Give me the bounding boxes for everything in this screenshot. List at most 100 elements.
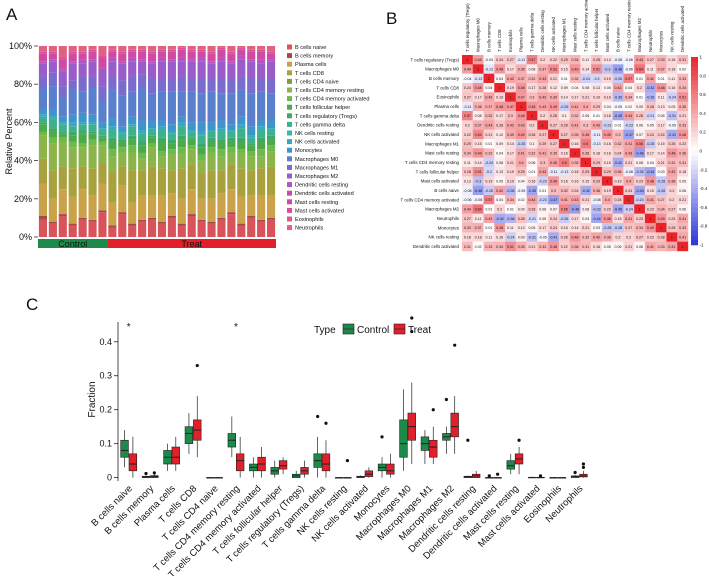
bar-segment xyxy=(187,61,196,79)
bar-segment xyxy=(187,51,196,60)
bar-segment xyxy=(257,126,266,131)
heatmap-value: 0.33 xyxy=(679,77,686,81)
bar-segment xyxy=(237,149,246,153)
heatmap-value: 0.28 xyxy=(658,236,665,240)
heatmap-cell xyxy=(634,157,646,168)
legend-swatch xyxy=(287,113,292,119)
heatmap-value: 0.2 xyxy=(540,58,545,62)
heatmap-value: 0.17 xyxy=(496,114,503,118)
bar-segment xyxy=(48,128,57,132)
box-treat xyxy=(128,453,138,472)
heatmap-cell xyxy=(612,92,624,102)
heatmap-cell xyxy=(644,111,656,121)
heatmap-value: 0.04 xyxy=(582,217,589,221)
heatmap-value: 0.01 xyxy=(561,77,568,81)
heatmap-cell xyxy=(483,213,495,224)
bar-segment xyxy=(207,141,216,148)
heatmap-cell xyxy=(655,241,667,252)
legend-gradient-segment xyxy=(691,94,698,100)
bar-segment xyxy=(177,198,186,224)
bar-segment xyxy=(167,133,176,140)
heatmap-value: -0.24 xyxy=(625,208,633,212)
legend-gradient-segment xyxy=(691,141,698,147)
heatmap-value: -0.04 xyxy=(485,58,493,62)
bar-segment xyxy=(138,74,147,89)
legend-tick-label: -0.6 xyxy=(700,205,708,210)
legend-gradient-segment xyxy=(691,151,698,156)
heatmap-value: 0.48 xyxy=(679,133,686,137)
bar-segment xyxy=(38,53,48,62)
heatmap-value: 0.2 xyxy=(669,189,674,193)
heatmap-cell xyxy=(515,232,527,242)
heatmap-cell xyxy=(591,101,603,112)
heatmap-cell xyxy=(623,232,635,242)
bar-segment xyxy=(197,57,206,62)
bar-segment xyxy=(128,91,137,117)
heatmap-cell xyxy=(515,101,527,112)
heatmap-value: -0.35 xyxy=(506,189,514,193)
bar-segment xyxy=(88,114,97,123)
heatmap-value: 0.17 xyxy=(572,217,579,221)
heatmap-cell xyxy=(666,101,678,112)
bar-segment xyxy=(217,57,226,62)
heatmap-value: 0.06 xyxy=(636,245,643,249)
heatmap-value: 1 xyxy=(628,198,630,202)
heatmap-value: 0.17 xyxy=(475,96,482,100)
heatmap-cell xyxy=(494,129,506,140)
heatmap-cell xyxy=(634,55,646,65)
bar-segment xyxy=(237,46,246,48)
bar-segment xyxy=(128,124,137,127)
heatmap-cell xyxy=(462,120,473,130)
heatmap-value: 0.09 xyxy=(668,105,675,109)
heatmap-value: 0.35 xyxy=(582,152,589,156)
heatmap-value: 0.08 xyxy=(636,161,643,165)
bar-segment xyxy=(266,61,276,79)
heatmap-cell xyxy=(623,129,635,140)
heatmap-cell xyxy=(515,64,527,74)
heatmap-value: 0.14 xyxy=(658,152,665,156)
heatmap-value: 0.41 xyxy=(572,105,579,109)
heatmap-cell xyxy=(472,195,484,205)
heatmap-cell xyxy=(644,213,656,224)
bar-segment xyxy=(227,137,236,142)
heatmap-value: 0.14 xyxy=(582,68,589,72)
heatmap-cell xyxy=(515,241,527,252)
legend-gradient-segment xyxy=(691,221,698,227)
heatmap-value: 0.24 xyxy=(615,198,622,202)
heatmap-cell xyxy=(634,73,646,84)
column-label: Neutrophils xyxy=(648,29,653,52)
outlier-point xyxy=(496,472,500,476)
heatmap-value: 0.22 xyxy=(550,58,557,62)
heatmap-cell xyxy=(612,129,624,140)
heatmap-cell xyxy=(494,83,506,93)
bar-segment xyxy=(58,133,67,138)
heatmap-cell xyxy=(612,232,624,242)
heatmap-cell xyxy=(462,129,473,140)
heatmap-value: 0.41 xyxy=(572,124,579,128)
heatmap-value: 0.49 xyxy=(550,180,557,184)
bar-segment xyxy=(167,124,176,132)
bar-segment xyxy=(157,91,167,121)
bar-segment xyxy=(48,59,57,62)
heatmap-value: 0.33 xyxy=(464,226,471,230)
bar-segment xyxy=(207,78,216,92)
box-treat xyxy=(450,412,459,438)
heatmap-value: 0.08 xyxy=(496,161,503,165)
bar-segment xyxy=(128,46,137,50)
heatmap-value: 0.16 xyxy=(668,86,675,90)
heatmap-cell xyxy=(526,139,538,149)
heatmap-value: 0.37 xyxy=(539,68,546,72)
bar-segment xyxy=(217,128,226,132)
heatmap-cell xyxy=(537,185,549,196)
group-bar-control xyxy=(38,239,108,248)
heatmap-value: -0.26 xyxy=(560,217,568,221)
bar-segment xyxy=(68,168,77,197)
heatmap-cell xyxy=(601,129,613,140)
heatmap-value: -0.11 xyxy=(463,105,471,109)
heatmap-value: 0.43 xyxy=(539,105,546,109)
legend-item-label: Plasma cells xyxy=(295,62,327,68)
legend-tick-label: -0.4 xyxy=(700,186,708,191)
bar-segment xyxy=(187,149,196,165)
legend-gradient-segment xyxy=(691,108,698,114)
heatmap-value: -0.05 xyxy=(614,105,622,109)
